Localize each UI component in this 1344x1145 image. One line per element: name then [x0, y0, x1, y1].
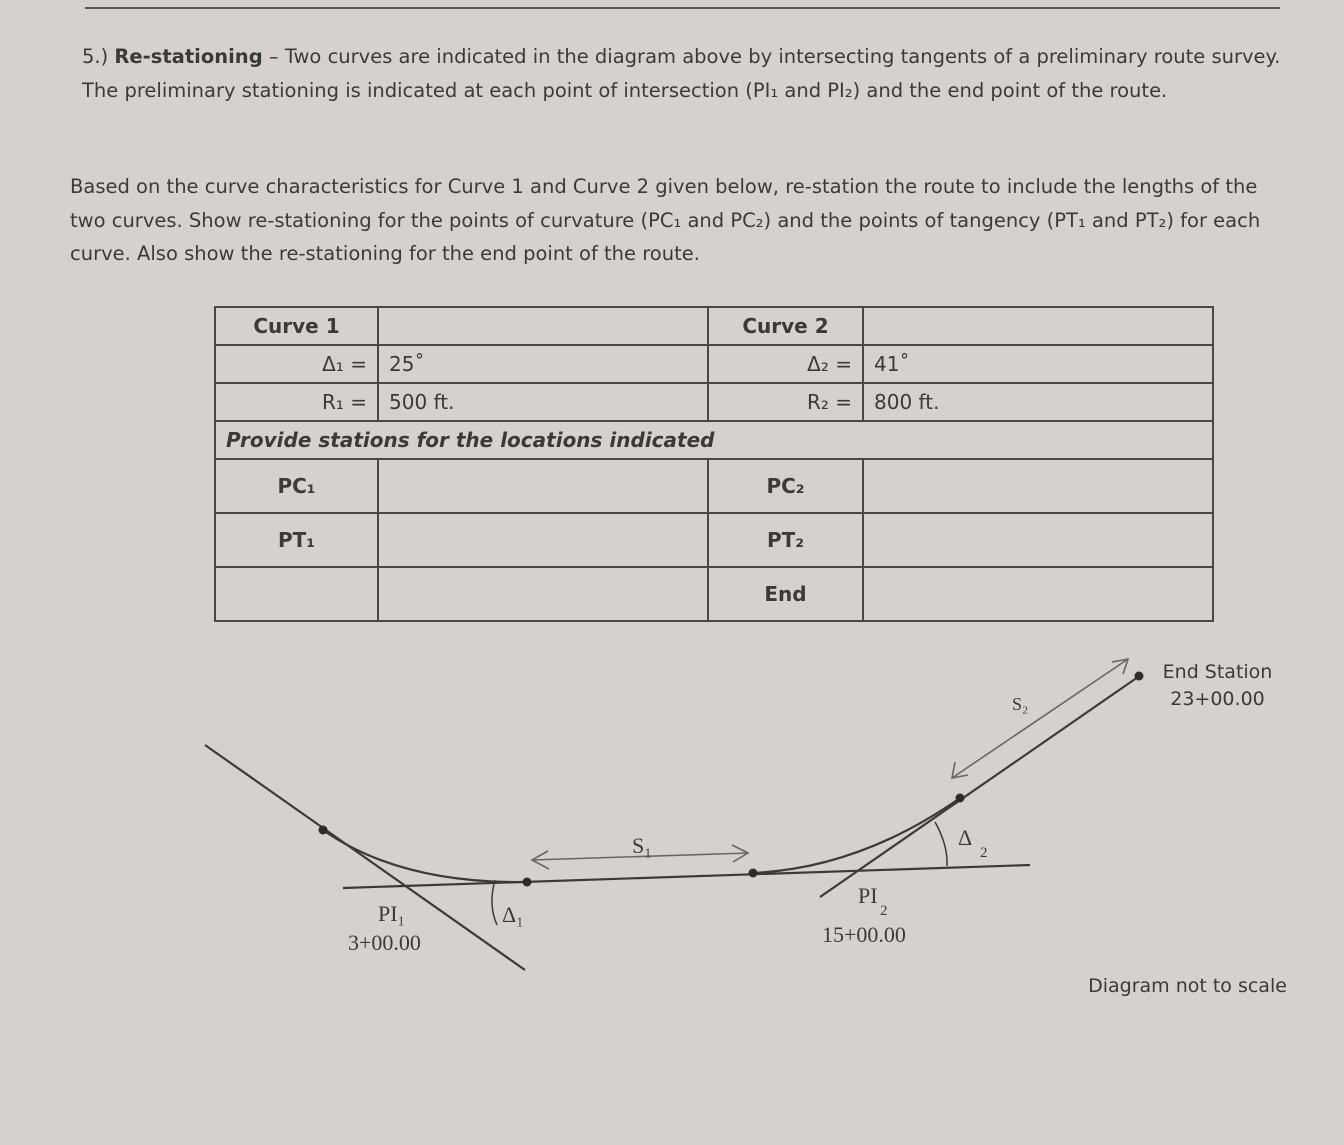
arrow-head-icon: [1111, 657, 1130, 675]
end-station-value: 23+00.00: [1170, 688, 1265, 710]
end-station-title: End Station: [1162, 661, 1273, 683]
pi1-label: PI₁: [378, 901, 405, 926]
provide-stations-label: Provide stations for the locations indic…: [214, 420, 1214, 460]
end-answer[interactable]: [862, 566, 1214, 622]
arrow-head-icon: [731, 844, 750, 863]
pi2-label: PI: [858, 883, 878, 908]
pc2-label: PC₂: [707, 458, 864, 514]
pt2-point: [955, 793, 965, 803]
blank-answer: [377, 566, 709, 622]
delta2-label: Δ: [958, 825, 972, 850]
delta2-subscript: 2: [980, 845, 988, 861]
s2-dimension-arrow: [951, 658, 1129, 779]
delta1-label: Δ₁: [502, 902, 524, 927]
problem-number: 5.): [82, 45, 109, 68]
end-station-label: End Station 23+00.00: [1150, 659, 1285, 713]
radius1-value: 500 ft.: [377, 382, 709, 422]
problem-instructions: Based on the curve characteristics for C…: [70, 175, 1261, 265]
end-label: End: [707, 566, 864, 622]
pc2-point: [748, 868, 758, 878]
delta1-value: 25˚: [377, 344, 709, 384]
pc1-answer[interactable]: [377, 458, 709, 514]
pi1-station: 3+00.00: [348, 930, 421, 955]
delta2-label: Δ₂ =: [707, 344, 864, 384]
pi2-subscript: 2: [880, 903, 888, 919]
radius1-label: R₁ =: [214, 382, 379, 422]
pt1-answer[interactable]: [377, 512, 709, 568]
radius2-label: R₂ =: [707, 382, 864, 422]
curve-1: [322, 829, 528, 884]
delta2-value: 41˚: [862, 344, 1214, 384]
curve1-header: Curve 1: [214, 306, 379, 346]
delta1-arc: [491, 879, 498, 926]
arrow-head-icon: [530, 850, 550, 870]
delta1-label: Δ₁ =: [214, 344, 379, 384]
problem-title: Re-stationing: [114, 45, 263, 68]
empty-cell: [862, 306, 1214, 346]
s1-dimension-arrow: [531, 852, 749, 861]
blank-label: [214, 566, 379, 622]
middle-tangent: [342, 863, 1031, 890]
end-point: [1134, 671, 1144, 681]
pt2-label: PT₂: [707, 512, 864, 568]
curve-2: [752, 797, 961, 875]
tangent-line-1: [204, 744, 526, 971]
radius2-value: 800 ft.: [862, 382, 1214, 422]
problem-intro-text: – Two curves are indicated in the diagra…: [82, 45, 1281, 102]
s2-label: S₂: [1012, 694, 1028, 714]
empty-cell: [377, 306, 709, 346]
stations-table: Curve 1 Curve 2 Δ₁ = 25˚ Δ₂ = 41˚ R₁ = 5…: [214, 306, 1214, 622]
pc2-answer[interactable]: [862, 458, 1214, 514]
pi2-station: 15+00.00: [822, 922, 906, 947]
pt2-answer[interactable]: [862, 512, 1214, 568]
pt1-point: [522, 877, 532, 887]
s1-label: S₁: [632, 833, 652, 858]
tangent-line-2: [819, 676, 1139, 898]
delta2-arc: [934, 821, 948, 867]
pc1-point: [318, 825, 328, 835]
pt1-label: PT₁: [214, 512, 379, 568]
not-to-scale-note: Diagram not to scale: [1088, 975, 1287, 997]
arrow-head-icon: [950, 761, 969, 780]
problem-intro: 5.) Re-stationing – Two curves are indic…: [82, 40, 1282, 107]
pc1-label: PC₁: [214, 458, 379, 514]
top-rule: [85, 7, 1280, 9]
curve2-header: Curve 2: [707, 306, 864, 346]
